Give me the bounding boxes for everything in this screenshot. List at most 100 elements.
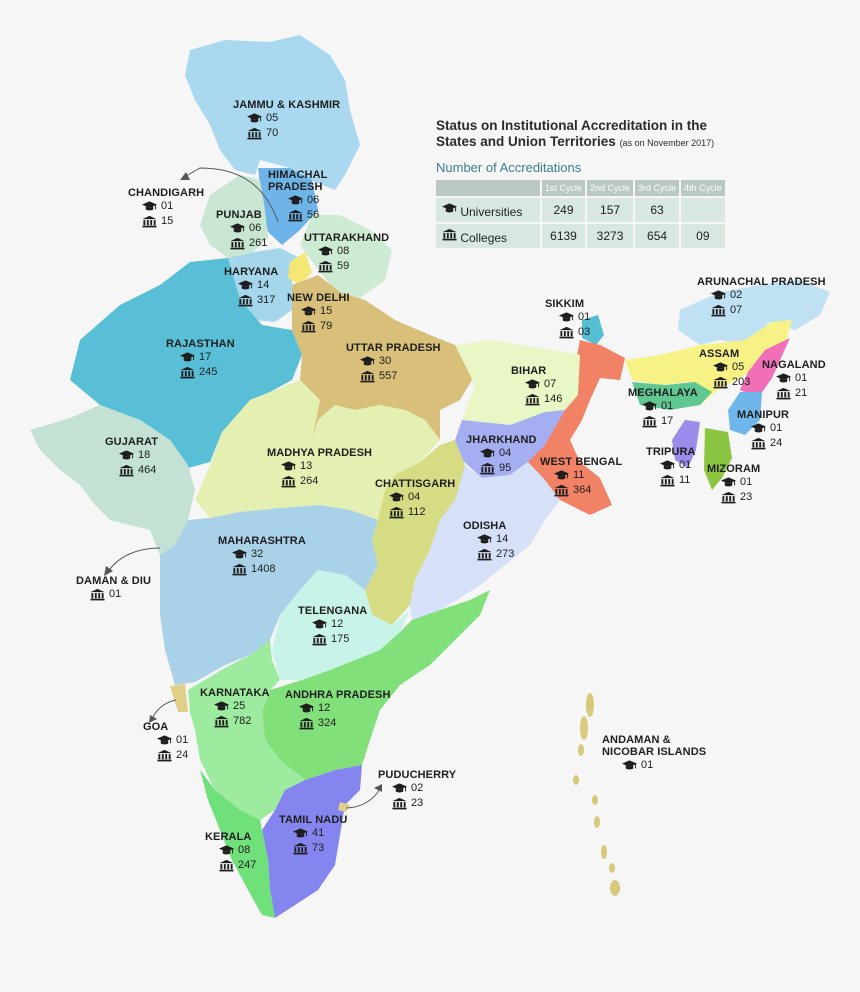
region-tr[interactable]: [672, 420, 700, 468]
region-name: UTTAR PRADESH: [346, 342, 441, 354]
universities-count: 11: [540, 468, 622, 483]
region-ap[interactable]: [262, 590, 490, 780]
region-jh[interactable]: [455, 410, 565, 478]
graduation-cap-icon: [776, 373, 791, 383]
colleges-count: 11: [646, 473, 696, 488]
accreditation-panel: Status on Institutional Accreditation in…: [434, 118, 736, 250]
region-label-ml: MEGHALAYA 01 17: [628, 387, 698, 429]
college-building-icon: [392, 797, 407, 810]
region-dl[interactable]: [288, 252, 312, 285]
college-building-icon: [477, 548, 492, 561]
universities-count: 13: [267, 459, 372, 474]
universities-count: 04: [375, 490, 455, 505]
region-label-hp: HIMACHAL PRADESH 06 56: [268, 169, 327, 223]
colleges-count: 273: [463, 547, 514, 562]
region-label-mp: MADHYA PRADESH 13 264: [267, 447, 372, 489]
universities-count: 01: [628, 399, 698, 414]
universities-count: 05: [699, 360, 750, 375]
colleges-count: 264: [267, 474, 372, 489]
region-wb[interactable]: [525, 340, 625, 515]
region-mp[interactable]: [195, 380, 440, 520]
region-name: ANDHRA PRADESH: [285, 689, 391, 701]
college-building-icon: [360, 370, 375, 383]
region-hp[interactable]: [258, 168, 318, 245]
graduation-cap-icon: [247, 113, 262, 123]
college-building-icon: [559, 326, 574, 339]
table-cell: 249: [542, 198, 586, 222]
region-label-dl: NEW DELHI 15 79: [287, 292, 350, 334]
college-building-icon: [238, 294, 253, 307]
graduation-cap-icon: [232, 549, 247, 559]
region-cg[interactable]: [365, 440, 475, 625]
colleges-count: 112: [375, 505, 455, 520]
universities-count: 01: [646, 458, 696, 473]
region-tg[interactable]: [272, 570, 410, 680]
college-building-icon: [119, 464, 134, 477]
graduation-cap-icon: [360, 356, 375, 366]
region-name: UTTARAKHAND: [304, 232, 390, 244]
graduation-cap-icon: [214, 701, 229, 711]
region-sk[interactable]: [582, 315, 604, 345]
colleges-count: 95: [466, 461, 537, 476]
region-uk[interactable]: [300, 215, 392, 298]
region-name: GOA: [143, 721, 169, 733]
region-ka[interactable]: [188, 640, 305, 820]
accreditation-table: 1st Cycle 2nd Cycle 3rd Cycle 4th Cycle …: [434, 178, 727, 250]
college-building-icon: [318, 260, 333, 273]
region-mh[interactable]: [160, 505, 378, 685]
region-gj[interactable]: [30, 405, 195, 555]
region-label-py: PUDUCHERRY 02 23: [378, 769, 456, 811]
region-name: CHANDIGARH: [128, 187, 205, 199]
colleges-count: 1408: [218, 562, 306, 577]
region-label-ka: KARNATAKA 25 782: [200, 687, 270, 729]
graduation-cap-icon: [642, 401, 657, 411]
colleges-count: 24: [143, 748, 188, 763]
region-ga[interactable]: [170, 684, 188, 712]
college-building-icon: [711, 304, 726, 317]
college-building-icon: [90, 588, 105, 601]
universities-count: 41: [279, 826, 347, 841]
colleges-count: 17: [628, 414, 698, 429]
universities-count: 25: [200, 699, 270, 714]
region-an[interactable]: [573, 693, 620, 896]
region-tn[interactable]: [262, 765, 362, 918]
universities-count: 12: [285, 701, 391, 716]
college-building-icon: [288, 209, 303, 222]
region-nl[interactable]: [740, 338, 790, 398]
universities-count: 06: [268, 193, 327, 208]
region-as[interactable]: [625, 320, 792, 405]
colleges-count: 203: [699, 375, 750, 390]
region-label-tr: TRIPURA 01 11: [646, 446, 696, 488]
graduation-cap-icon: [142, 201, 157, 211]
colleges-count: 24: [737, 436, 789, 451]
universities-count: 01: [762, 371, 826, 386]
region-up[interactable]: [292, 275, 475, 440]
region-name: MEGHALAYA: [628, 387, 698, 399]
region-br[interactable]: [455, 340, 580, 430]
college-building-icon: [293, 842, 308, 855]
graduation-cap-icon: [301, 306, 316, 316]
region-kl[interactable]: [200, 770, 275, 918]
region-name: HARYANA: [224, 266, 279, 278]
column-header: 1st Cycle: [542, 180, 586, 196]
region-jk[interactable]: [185, 35, 360, 190]
region-label-as: ASSAM 05 203: [699, 348, 750, 390]
table-row: Colleges 6139 3273 654 09: [436, 224, 725, 248]
region-name: DAMAN & DIU: [76, 575, 152, 587]
region-pb[interactable]: [200, 175, 268, 258]
region-label-ar: ARUNACHAL PRADESH 02 07: [697, 276, 826, 318]
region-label-mn: MANIPUR 01 24: [737, 409, 789, 451]
college-building-icon: [751, 437, 766, 450]
colleges-count: 464: [105, 463, 158, 478]
college-building-icon: [442, 228, 457, 240]
region-name: KERALA: [205, 831, 252, 843]
callout-daman-diu: [107, 547, 161, 573]
colleges-count: 175: [298, 632, 367, 647]
region-mn[interactable]: [728, 392, 762, 435]
region-mz[interactable]: [704, 428, 732, 490]
column-header: 3rd Cycle: [635, 180, 680, 196]
graduation-cap-icon: [238, 280, 253, 290]
region-py[interactable]: [338, 802, 350, 812]
colleges-count: 56: [268, 208, 327, 223]
universities-count: 02: [378, 781, 456, 796]
